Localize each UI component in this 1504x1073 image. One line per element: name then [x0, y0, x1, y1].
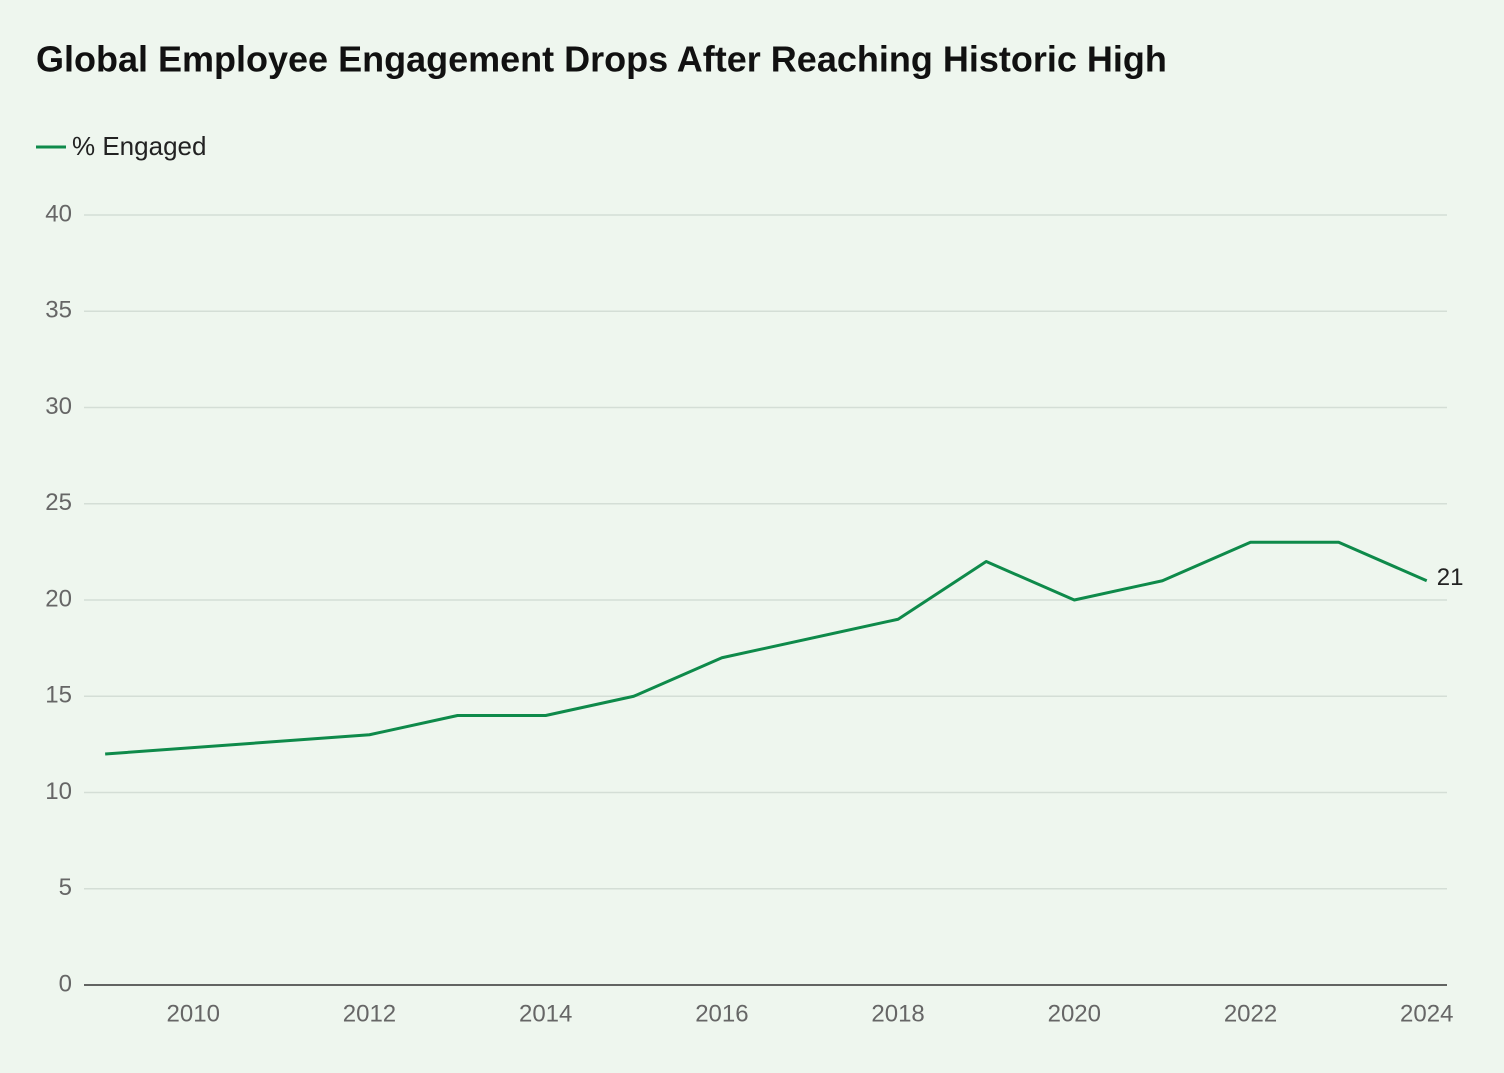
legend-label: % Engaged [72, 131, 206, 161]
y-tick-label: 35 [45, 297, 72, 324]
y-tick-label: 20 [45, 585, 72, 612]
x-tick-label: 2016 [695, 1000, 748, 1027]
chart-title: Global Employee Engagement Drops After R… [36, 39, 1167, 80]
y-tick-label: 40 [45, 200, 72, 227]
y-tick-label: 0 [59, 970, 72, 997]
x-tick-label: 2018 [871, 1000, 924, 1027]
x-tick-label: 2024 [1400, 1000, 1453, 1027]
line [105, 540, 1428, 756]
x-tick-label: 2012 [343, 1000, 396, 1027]
x-tick-label: 2022 [1224, 1000, 1277, 1027]
x-tick-label: 2014 [519, 1000, 572, 1027]
x-tick-label: 2010 [167, 1000, 220, 1027]
value-label: 21 [1437, 564, 1464, 591]
y-tick-label: 5 [59, 874, 72, 901]
y-tick-label: 15 [45, 682, 72, 709]
y-tick-label: 30 [45, 393, 72, 420]
x-tick-label: 2020 [1048, 1000, 1101, 1027]
y-tick-label: 10 [45, 778, 72, 805]
y-tick-label: 25 [45, 489, 72, 516]
